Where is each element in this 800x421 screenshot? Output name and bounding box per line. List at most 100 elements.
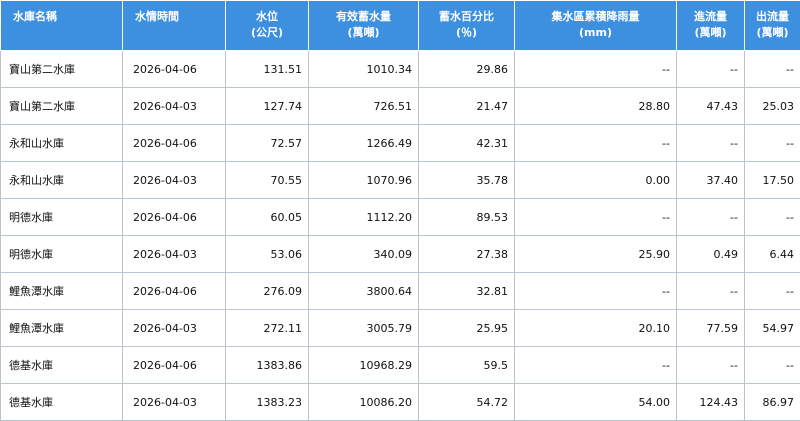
effective-storage-cell: 10086.20 <box>309 384 419 421</box>
header-unit: (％) <box>423 25 510 41</box>
effective-storage-cell: 1266.49 <box>309 125 419 162</box>
storage-percent-cell: 27.38 <box>419 236 515 273</box>
header-outflow: 出流量 (萬噸) <box>745 1 800 51</box>
outflow-cell: 54.97 <box>745 310 800 347</box>
inflow-cell: 47.43 <box>677 88 745 125</box>
storage-percent-cell: 59.5 <box>419 347 515 384</box>
outflow-cell: -- <box>745 273 800 310</box>
inflow-cell: -- <box>677 273 745 310</box>
reservoir-name-cell: 寶山第二水庫 <box>1 51 123 88</box>
outflow-cell: -- <box>745 347 800 384</box>
header-label: 集水區累積降雨量 <box>519 9 672 25</box>
cumulative-rainfall-cell: 28.80 <box>515 88 677 125</box>
inflow-cell: -- <box>677 199 745 236</box>
storage-percent-cell: 89.53 <box>419 199 515 236</box>
outflow-cell: 6.44 <box>745 236 800 273</box>
reservoir-name-cell: 明德水庫 <box>1 199 123 236</box>
inflow-cell: -- <box>677 51 745 88</box>
outflow-cell: -- <box>745 125 800 162</box>
inflow-cell: 0.49 <box>677 236 745 273</box>
storage-percent-cell: 32.81 <box>419 273 515 310</box>
storage-percent-cell: 35.78 <box>419 162 515 199</box>
inflow-cell: -- <box>677 347 745 384</box>
water-time-cell: 2026-04-03 <box>123 88 226 125</box>
header-row: 水庫名稱 水情時間 水位 (公尺) 有效蓄水量 (萬噸) 蓄水百分比 (％) 集… <box>1 1 800 51</box>
reservoir-name-cell: 永和山水庫 <box>1 125 123 162</box>
water-level-cell: 272.11 <box>226 310 309 347</box>
water-time-cell: 2026-04-03 <box>123 162 226 199</box>
reservoir-name-cell: 德基水庫 <box>1 347 123 384</box>
cumulative-rainfall-cell: 20.10 <box>515 310 677 347</box>
header-effective-storage: 有效蓄水量 (萬噸) <box>309 1 419 51</box>
outflow-cell: 17.50 <box>745 162 800 199</box>
outflow-cell: 25.03 <box>745 88 800 125</box>
inflow-cell: -- <box>677 125 745 162</box>
header-label: 有效蓄水量 <box>313 9 414 25</box>
storage-percent-cell: 42.31 <box>419 125 515 162</box>
water-level-cell: 70.55 <box>226 162 309 199</box>
cumulative-rainfall-cell: 0.00 <box>515 162 677 199</box>
cumulative-rainfall-cell: -- <box>515 199 677 236</box>
water-level-cell: 131.51 <box>226 51 309 88</box>
water-time-cell: 2026-04-03 <box>123 384 226 421</box>
water-time-cell: 2026-04-03 <box>123 310 226 347</box>
cumulative-rainfall-cell: 25.90 <box>515 236 677 273</box>
cumulative-rainfall-cell: -- <box>515 125 677 162</box>
header-unit: (公尺) <box>230 25 304 41</box>
header-label: 蓄水百分比 <box>423 9 510 25</box>
effective-storage-cell: 1070.96 <box>309 162 419 199</box>
header-label: 出流量 <box>749 9 796 25</box>
water-level-cell: 53.06 <box>226 236 309 273</box>
header-unit: (mm) <box>519 25 672 41</box>
water-level-cell: 1383.86 <box>226 347 309 384</box>
reservoir-name-cell: 鯉魚潭水庫 <box>1 310 123 347</box>
header-cumulative-rainfall: 集水區累積降雨量 (mm) <box>515 1 677 51</box>
water-time-cell: 2026-04-06 <box>123 273 226 310</box>
water-time-cell: 2026-04-06 <box>123 125 226 162</box>
cumulative-rainfall-cell: -- <box>515 51 677 88</box>
header-reservoir-name: 水庫名稱 <box>1 1 123 51</box>
header-water-time: 水情時間 <box>123 1 226 51</box>
header-label: 水位 <box>230 9 304 25</box>
cumulative-rainfall-cell: 54.00 <box>515 384 677 421</box>
water-level-cell: 1383.23 <box>226 384 309 421</box>
effective-storage-cell: 1010.34 <box>309 51 419 88</box>
reservoir-name-cell: 鯉魚潭水庫 <box>1 273 123 310</box>
water-time-cell: 2026-04-03 <box>123 236 226 273</box>
effective-storage-cell: 726.51 <box>309 88 419 125</box>
effective-storage-cell: 3800.64 <box>309 273 419 310</box>
header-storage-percent: 蓄水百分比 (％) <box>419 1 515 51</box>
header-water-level: 水位 (公尺) <box>226 1 309 51</box>
reservoir-name-cell: 德基水庫 <box>1 384 123 421</box>
reservoir-name-cell: 明德水庫 <box>1 236 123 273</box>
storage-percent-cell: 21.47 <box>419 88 515 125</box>
effective-storage-cell: 3005.79 <box>309 310 419 347</box>
header-label: 水情時間 <box>135 9 221 25</box>
water-level-cell: 72.57 <box>226 125 309 162</box>
water-level-cell: 127.74 <box>226 88 309 125</box>
header-inflow: 進流量 (萬噸) <box>677 1 745 51</box>
storage-percent-cell: 29.86 <box>419 51 515 88</box>
inflow-cell: 124.43 <box>677 384 745 421</box>
header-label: 進流量 <box>681 9 740 25</box>
water-time-cell: 2026-04-06 <box>123 347 226 384</box>
inflow-cell: 37.40 <box>677 162 745 199</box>
header-unit: (萬噸) <box>313 25 414 41</box>
header-label: 水庫名稱 <box>13 9 118 25</box>
water-time-cell: 2026-04-06 <box>123 199 226 236</box>
inflow-cell: 77.59 <box>677 310 745 347</box>
reservoir-name-cell: 寶山第二水庫 <box>1 88 123 125</box>
water-time-cell: 2026-04-06 <box>123 51 226 88</box>
